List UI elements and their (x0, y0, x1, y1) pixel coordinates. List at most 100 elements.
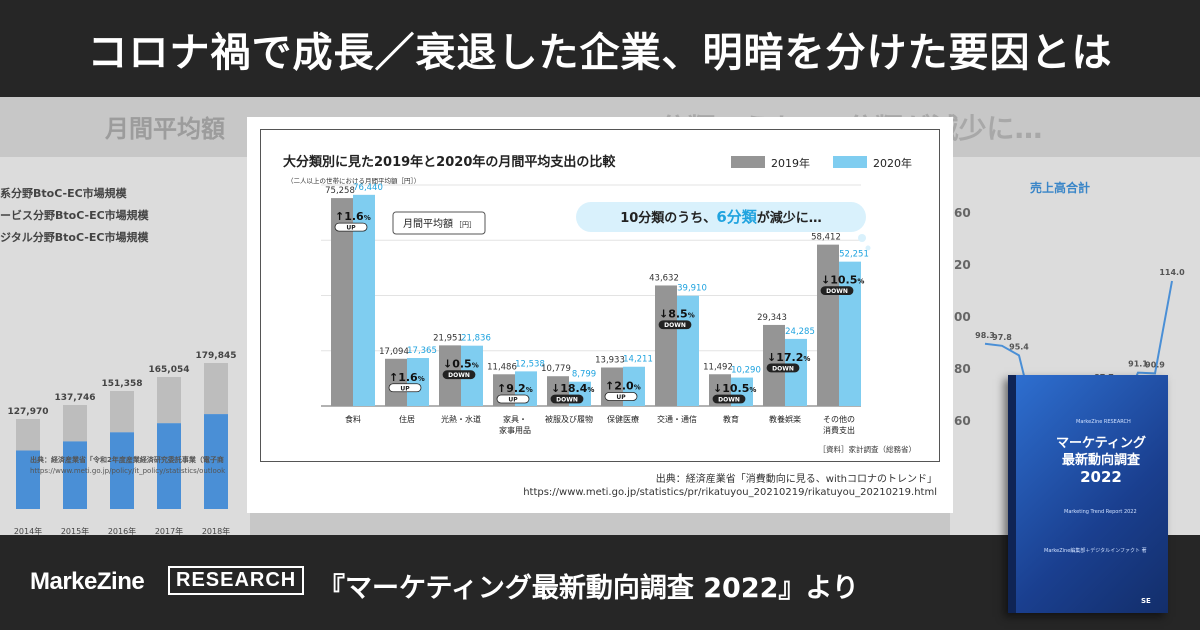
background-axis-label: 60 (954, 414, 971, 428)
value-label-2019: 13,933 (595, 356, 625, 366)
legend-label-2019: 2019年 (771, 156, 810, 170)
value-label-2019: 75,258 (325, 186, 355, 196)
value-label-2020: 52,251 (839, 250, 869, 260)
legend-label-2020: 2020年 (873, 156, 912, 170)
down-badge (658, 320, 692, 330)
bar-chart: 大分類別に見た2019年と2020年の月間平均支出の比較 （二人以上の世帯における… (283, 154, 917, 454)
category-label: 住居 (399, 414, 415, 424)
unit-label-box (392, 211, 486, 235)
background-bar-value: 151,358 (102, 379, 143, 389)
down-badge (442, 370, 476, 380)
bar-2019 (331, 198, 353, 406)
legend-swatch-2020 (833, 156, 867, 168)
change-percent: ↑1.6% (389, 371, 425, 384)
background-right-subtitle: 売上高合計 (1030, 181, 1091, 195)
background-year-label: 2014年 (14, 526, 42, 535)
category-label: その他の (823, 414, 855, 424)
background-point-label: 97.8 (992, 333, 1012, 342)
background-bar-segment (110, 432, 134, 509)
change-direction: UP (616, 394, 626, 401)
value-label-2020: 21,836 (461, 334, 491, 344)
report-reference: 『マーケティング最新動向調査 2022』より (318, 573, 859, 604)
up-badge (496, 394, 530, 404)
background-bar-segment (204, 363, 228, 415)
chart-frame: 大分類別に見た2019年と2020年の月間平均支出の比較 （二人以上の世帯における… (260, 129, 940, 462)
background-year-label: 2018年 (202, 526, 230, 535)
down-badge (550, 394, 584, 404)
change-percent: ↓18.4% (551, 382, 594, 395)
value-label-2019: 21,951 (433, 333, 463, 343)
down-badge (766, 363, 800, 373)
background-year-label: 2016年 (108, 526, 136, 535)
callout-dot (858, 234, 866, 242)
background-point-label: 91.1 (1128, 360, 1148, 369)
down-badge (712, 394, 746, 404)
source-url: https://www.meti.go.jp/statistics/pr/rik… (523, 487, 937, 498)
bar-2020 (407, 358, 429, 406)
background-left-url: https://www.meti.go.jp/policy/it_policy/… (30, 467, 226, 475)
book-title-line: 最新動向調査 (1061, 453, 1140, 468)
chart-subtitle: （二人以上の世帯における月間平均額［円］） (287, 176, 420, 185)
background-bar-segment (63, 405, 87, 442)
callout-bubble (576, 202, 866, 232)
chart-card: 大分類別に見た2019年と2020年の月間平均支出の比較 （二人以上の世帯における… (247, 117, 953, 513)
markezine-logo: MarkeZine (30, 568, 145, 595)
change-percent: ↓10.5% (821, 274, 864, 287)
background-point-label: 114.0 (1159, 268, 1185, 277)
value-label-2020: 14,211 (623, 355, 653, 365)
change-percent: ↑2.0% (605, 380, 641, 393)
value-label-2019: 58,412 (811, 233, 841, 243)
value-label-2019: 43,632 (649, 273, 679, 283)
book-cover: MarkeZine RESEARCH マーケティング 最新動向調査 2022 M… (1008, 375, 1168, 613)
value-label-2020: 10,290 (731, 366, 761, 376)
change-percent: ↓17.2% (767, 351, 810, 364)
bar-2020 (353, 194, 375, 406)
change-direction: DOWN (718, 397, 740, 404)
background-axis-label: 20 (954, 258, 971, 272)
background-year-label: 2017年 (155, 526, 183, 535)
book-publisher: SE (1141, 597, 1151, 605)
book-brand: MarkeZine RESEARCH (1076, 419, 1131, 425)
value-label-2020: 17,365 (407, 346, 437, 356)
unit-label: 月間平均額 ［円］ (403, 217, 476, 230)
background-bar-value: 127,970 (8, 407, 49, 417)
change-direction: DOWN (664, 322, 686, 329)
background-axis-label: 60 (954, 206, 971, 220)
background-bar-segment (63, 441, 87, 509)
background-bar-segment (157, 377, 181, 424)
background-left-chart: 127,970 2014年 137,746 2015年 151,358 2016年 165,… (8, 351, 237, 535)
background-left-line: ジタル分野BtoC-EC市場規模 (0, 231, 149, 244)
category-label: 保健医療 (607, 414, 639, 424)
value-label-2020: 8,799 (572, 370, 596, 380)
bar-2019 (385, 358, 407, 406)
callout-dot (865, 245, 871, 251)
background-bar-value: 165,054 (149, 365, 190, 375)
background-bar-segment (204, 414, 228, 509)
background-bar-segment (16, 450, 40, 509)
chart-note: ［資料］家計調査（総務省） (819, 444, 917, 454)
background-left-line: ービス分野BtoC-EC市場規模 (0, 209, 149, 222)
value-label-2020: 39,910 (677, 284, 707, 294)
category-label: 教育 (723, 414, 739, 424)
change-percent: ↑1.6% (335, 210, 371, 223)
change-direction: DOWN (448, 372, 470, 379)
category-label: 家事用品 (499, 425, 531, 435)
background-bar-segment (16, 419, 40, 451)
value-label-2019: 11,492 (703, 362, 733, 372)
value-label-2020: 24,285 (785, 327, 815, 337)
value-label-2019: 10,779 (541, 364, 571, 374)
bar-2020 (839, 261, 861, 406)
up-badge (334, 222, 368, 232)
up-badge (388, 383, 422, 393)
category-label: 教養娯楽 (769, 414, 801, 424)
legend-swatch-2019 (731, 156, 765, 168)
background-bar-value: 137,746 (55, 393, 96, 403)
change-percent: ↓10.5% (713, 382, 756, 395)
change-direction: DOWN (772, 365, 794, 372)
background-left-line: 系分野BtoC-EC市場規模 (0, 187, 127, 200)
book-credit: MarkeZine編集部＋デジタルインファクト 著 (1044, 548, 1147, 554)
category-label: 交通・通信 (657, 414, 697, 424)
book-subtitle: Marketing Trend Report 2022 (1064, 509, 1137, 515)
background-left-title: 月間平均額 (105, 115, 225, 143)
background-point-label: 90.9 (1145, 360, 1165, 369)
